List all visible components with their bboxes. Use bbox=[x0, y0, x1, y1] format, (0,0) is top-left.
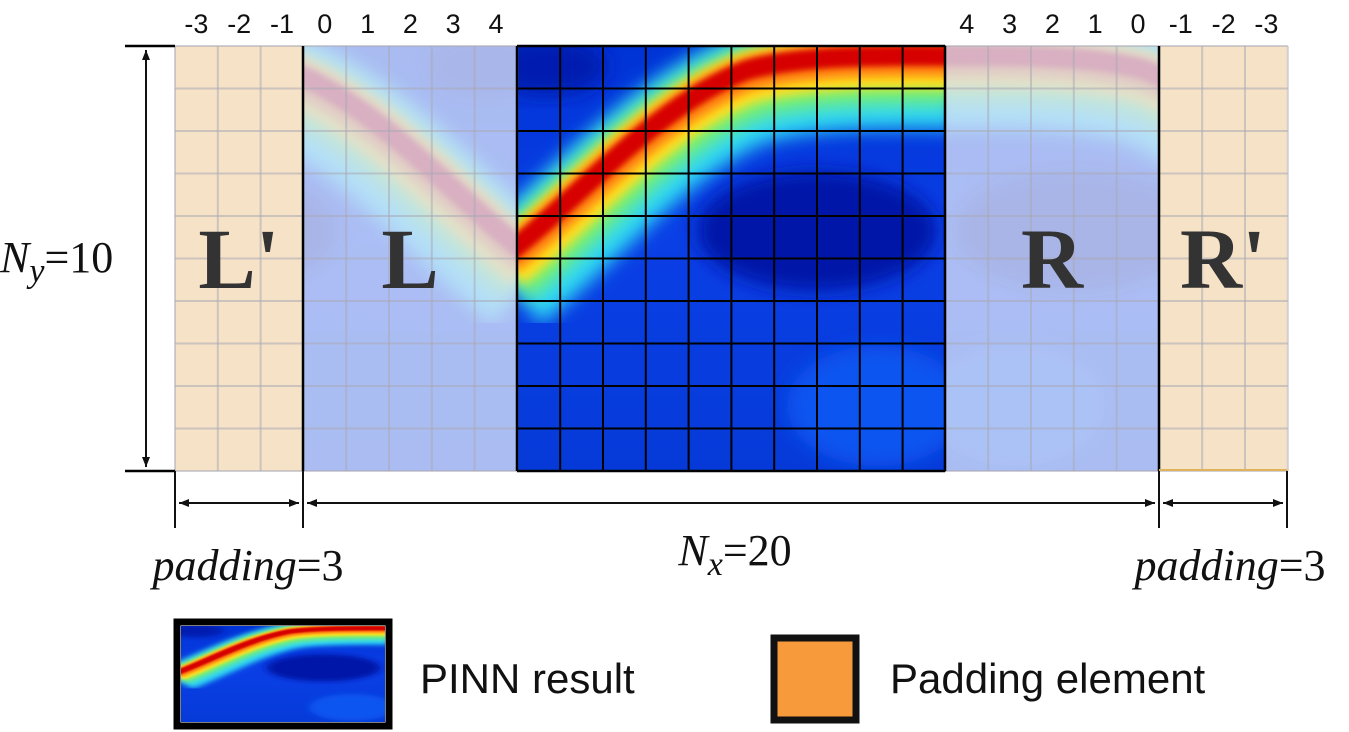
padding-right-label: padding=3 bbox=[1131, 541, 1325, 590]
legend-padding-label: Padding element bbox=[890, 655, 1206, 702]
tick-label-left: 4 bbox=[488, 9, 503, 39]
nx-eq: =20 bbox=[723, 526, 792, 575]
padding-left-eq: =3 bbox=[297, 541, 344, 590]
tick-label-left: 3 bbox=[446, 9, 461, 39]
tick-label-right: 2 bbox=[1045, 9, 1060, 39]
region-borders bbox=[125, 44, 1161, 473]
tick-label-left-pad: -2 bbox=[227, 9, 251, 39]
tick-label-left-pad: -3 bbox=[184, 9, 208, 39]
tick-label-left-pad: -1 bbox=[270, 9, 294, 39]
padding-left-label: padding=3 bbox=[149, 541, 343, 590]
bottom-dimension-lines bbox=[174, 471, 1288, 528]
tick-label-left: 1 bbox=[360, 9, 375, 39]
tick-label-left: 2 bbox=[403, 9, 418, 39]
padding-left-var: padding bbox=[149, 541, 296, 590]
legend-pinn-swatch bbox=[167, 624, 395, 722]
ny-eq: =10 bbox=[44, 233, 113, 282]
region-label-left: L bbox=[381, 211, 438, 307]
nx-sub: x bbox=[707, 546, 723, 583]
pinn-result-region bbox=[487, 36, 967, 471]
nx-label: Nx=20 bbox=[677, 526, 791, 583]
legend-pinn-label: PINN result bbox=[420, 655, 635, 702]
region-label-left-pad: L' bbox=[198, 211, 279, 307]
tick-label-right: 0 bbox=[1130, 9, 1145, 39]
tick-label-right-pad: -3 bbox=[1254, 9, 1278, 39]
region-label-right: R bbox=[1021, 211, 1084, 307]
region-label-right-pad: R' bbox=[1180, 211, 1266, 307]
tick-label-right-pad: -1 bbox=[1169, 9, 1193, 39]
tick-label-right: 3 bbox=[1002, 9, 1017, 39]
ny-var: N bbox=[0, 233, 32, 282]
padding-right-var: padding bbox=[1131, 541, 1278, 590]
top-index-labels: -3 -2 -1 0 1 2 3 4 4 3 2 1 0 -1 -2 -3 bbox=[184, 9, 1278, 39]
nx-var: N bbox=[677, 526, 710, 575]
ny-sub: y bbox=[26, 253, 45, 290]
legend-padding-swatch bbox=[770, 634, 860, 724]
outer-grid-lines bbox=[174, 45, 1289, 472]
legend: PINN result Padding element bbox=[167, 618, 1206, 730]
tick-label-right: 1 bbox=[1088, 9, 1103, 39]
tick-label-left: 0 bbox=[317, 9, 332, 39]
tick-label-right: 4 bbox=[959, 9, 974, 39]
padding-right-eq: =3 bbox=[1279, 541, 1326, 590]
tick-label-right-pad: -2 bbox=[1212, 9, 1236, 39]
ny-label: Ny=10 bbox=[0, 233, 113, 290]
